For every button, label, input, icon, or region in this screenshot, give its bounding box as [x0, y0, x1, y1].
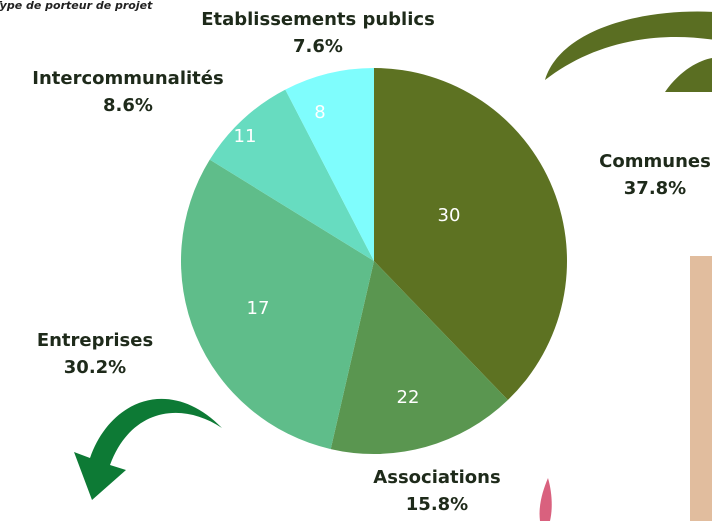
leaf-decoration	[665, 58, 712, 92]
percent-label: 7.6%	[293, 36, 343, 57]
slice-count-label: 30	[438, 205, 461, 226]
percent-label: 15.8%	[406, 494, 468, 515]
chart: Type de porteur de projet 30 22 17 11 8 Commu…	[0, 0, 712, 521]
category-label: Etablissements publics	[201, 9, 435, 30]
percent-label: 37.8%	[624, 178, 686, 199]
side-panel	[690, 256, 712, 521]
petal-decoration	[540, 478, 552, 521]
category-label: Communes	[599, 151, 711, 172]
slice-count-label: 11	[234, 126, 257, 147]
category-label: Entreprises	[37, 330, 153, 351]
percent-label: 30.2%	[64, 357, 126, 378]
category-label: Associations	[373, 467, 500, 488]
category-label: Intercommunalités	[32, 68, 223, 89]
arrow-decoration	[74, 399, 222, 500]
slice-count-label: 17	[247, 298, 270, 319]
percent-label: 8.6%	[103, 95, 153, 116]
chart-title: Type de porteur de projet	[0, 0, 153, 12]
slice-count-label: 8	[314, 102, 325, 123]
slice-count-label: 22	[397, 387, 420, 408]
